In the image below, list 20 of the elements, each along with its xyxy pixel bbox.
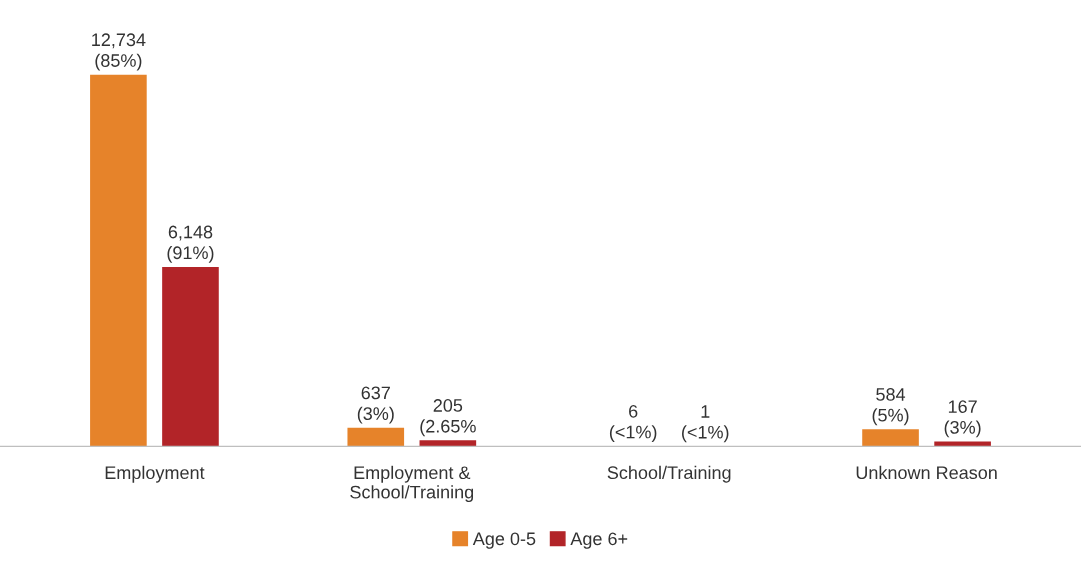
data-label: 584 (5%) xyxy=(872,388,909,426)
x-tick-label: Employment xyxy=(105,465,205,483)
data-label: 6,148 (91%) xyxy=(167,225,214,263)
data-label: 1 (<1%) xyxy=(682,405,729,443)
legend-label: Age 6+ xyxy=(570,532,628,549)
bar xyxy=(162,266,219,447)
legend-label: Age 0-5 xyxy=(472,532,536,549)
bar xyxy=(90,74,147,447)
data-label: 6 (<1%) xyxy=(609,404,657,442)
data-label: 167 (3%) xyxy=(944,400,981,438)
data-label: 637 (3%) xyxy=(357,386,394,424)
data-label: 205 (2.65% xyxy=(420,399,476,437)
x-tick-label: Employment & School/Training xyxy=(350,465,474,503)
x-tick-label: Unknown Reason xyxy=(856,465,997,480)
bar xyxy=(934,441,991,447)
x-tick-label: School/Training xyxy=(607,465,731,483)
data-label: 12,734 (85%) xyxy=(92,33,146,71)
bar xyxy=(862,429,919,447)
bar xyxy=(419,440,477,447)
bar xyxy=(347,427,405,447)
